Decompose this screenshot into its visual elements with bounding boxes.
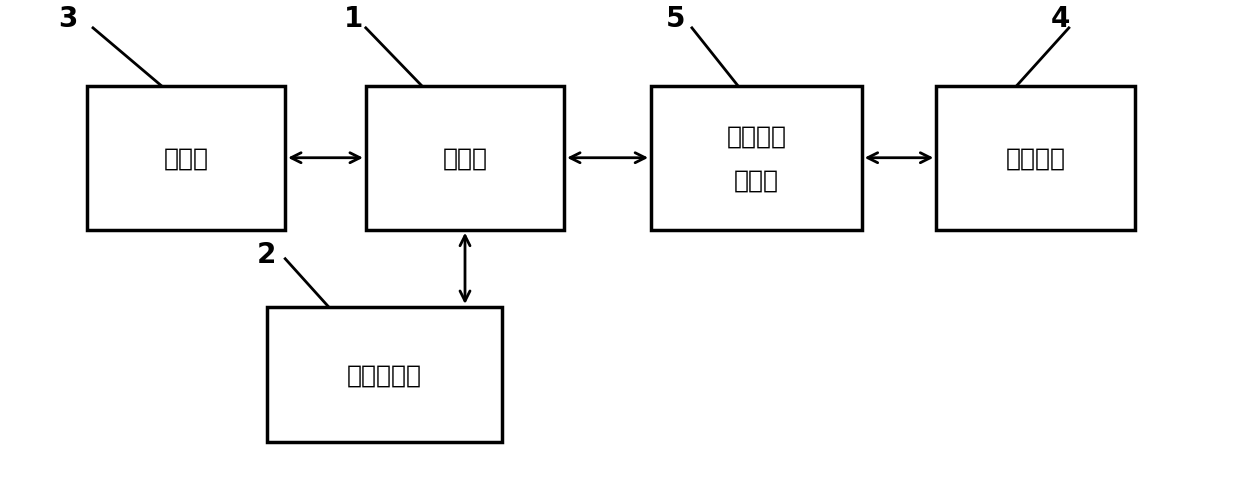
FancyBboxPatch shape <box>267 307 502 442</box>
Text: 电子锁: 电子锁 <box>164 146 208 170</box>
Text: 压力传感器: 压力传感器 <box>347 362 422 386</box>
FancyBboxPatch shape <box>366 86 564 230</box>
Text: 控制器: 控制器 <box>443 146 487 170</box>
Text: 移动终端: 移动终端 <box>1006 146 1065 170</box>
Text: 服务器: 服务器 <box>734 168 779 192</box>
FancyBboxPatch shape <box>936 86 1135 230</box>
Text: 共享单车: 共享单车 <box>727 125 786 149</box>
Text: 3: 3 <box>58 5 78 33</box>
Text: 2: 2 <box>257 240 277 268</box>
Text: 1: 1 <box>343 5 363 33</box>
FancyBboxPatch shape <box>651 86 862 230</box>
Text: 4: 4 <box>1050 5 1070 33</box>
FancyBboxPatch shape <box>87 86 285 230</box>
Text: 5: 5 <box>666 5 686 33</box>
